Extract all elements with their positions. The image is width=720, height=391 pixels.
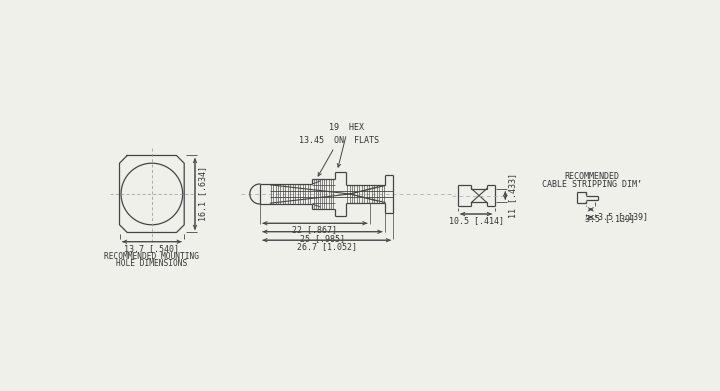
Text: HOLE DIMENSIONS: HOLE DIMENSIONS: [116, 259, 187, 268]
Text: 22 [.867]: 22 [.867]: [292, 226, 338, 235]
Text: 16.1 [.634]: 16.1 [.634]: [198, 167, 207, 221]
Text: 11 [.433]: 11 [.433]: [508, 173, 518, 218]
Text: RECOMMENDED MOUNTING: RECOMMENDED MOUNTING: [104, 252, 199, 261]
Text: 13.7 [.540]: 13.7 [.540]: [125, 244, 179, 253]
Text: 13.45  ON  FLATS: 13.45 ON FLATS: [299, 136, 379, 176]
Text: 25 [.985]: 25 [.985]: [300, 234, 345, 243]
Text: CABLE STRIPPING DIM’: CABLE STRIPPING DIM’: [542, 180, 642, 189]
Text: RECOMMENDED: RECOMMENDED: [564, 172, 620, 181]
Text: 3.5 [.139]: 3.5 [.139]: [598, 213, 649, 222]
Text: 3.5 [.139]: 3.5 [.139]: [585, 214, 634, 223]
Text: 26.7 [1.052]: 26.7 [1.052]: [297, 242, 356, 251]
Text: 19  HEX: 19 HEX: [329, 124, 364, 133]
Text: 10.5 [.414]: 10.5 [.414]: [449, 216, 503, 225]
